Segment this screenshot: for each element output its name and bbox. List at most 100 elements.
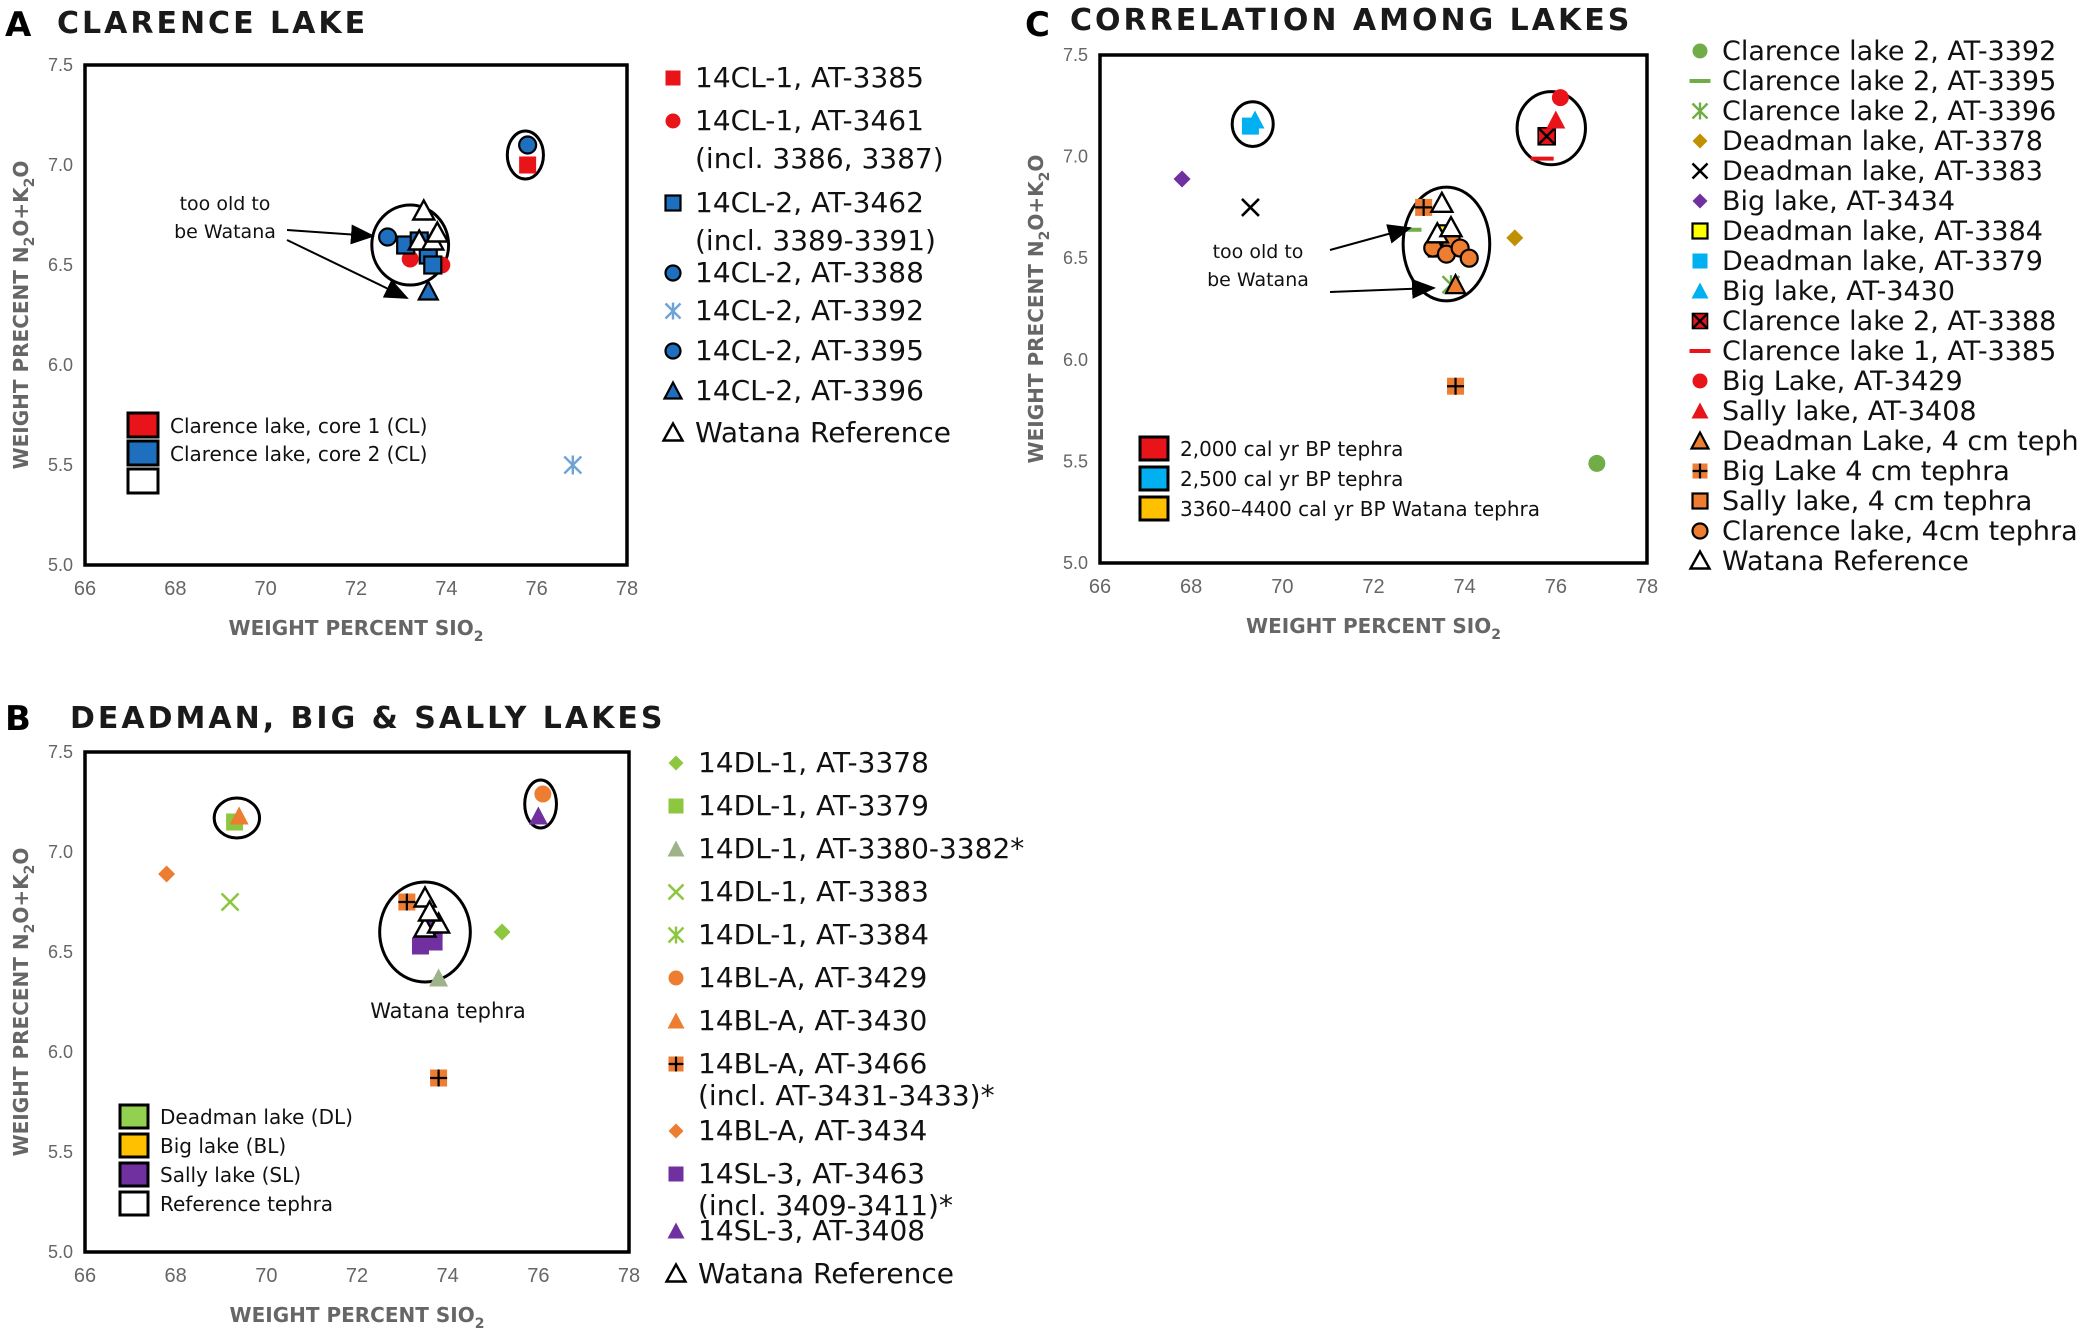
legend-label: 14SL-3, AT-3408 — [698, 1214, 925, 1247]
legend-item: Deadman lake, AT-3378 — [1692, 126, 2043, 157]
x-tick-label: 68 — [165, 1265, 187, 1287]
legend-label: (incl. 3386, 3387) — [695, 142, 944, 175]
annotation-arrow — [286, 224, 375, 245]
legend-item: 14BL-A, AT-3466(incl. AT-3431-3433)* — [668, 1047, 995, 1112]
legend-marker — [661, 421, 685, 442]
legend-marker — [667, 840, 685, 857]
legend-label: Clarence lake 2, AT-3396 — [1722, 96, 2056, 127]
annotation-text: Watana tephra — [370, 999, 526, 1023]
data-point — [378, 227, 398, 247]
annotation-text: be Watana — [1207, 269, 1309, 291]
legend-item: 14DL-1, AT-3383 — [667, 875, 929, 908]
legend-marker — [668, 755, 684, 771]
data-point — [411, 198, 437, 221]
legend-marker — [664, 342, 682, 360]
annotation-text: be Watana — [174, 221, 276, 243]
legend-label: Big Lake, AT-3429 — [1722, 366, 1963, 397]
legend-item: 14CL-2, AT-3388 — [664, 256, 924, 289]
box-legend-label: Clarence lake, core 1 (CL) — [170, 414, 427, 438]
legend-item: 14CL-2, AT-3462 (incl. 3389-3391) — [664, 186, 936, 257]
plot-area — [83, 750, 631, 1254]
legend-item: Deadman lake, AT-3379 — [1692, 246, 2043, 277]
panel-a: A CLARENCE LAKE 66 68 70 72 74 76 78 5.0 5.5 6.0 6.5… — [5, 5, 951, 645]
x-axis-label: WEIGHT PERCENT SIO2 — [230, 1303, 485, 1332]
y-tick-label: 7.5 — [48, 742, 73, 762]
box-legend-swatch — [118, 1161, 150, 1188]
x-tick-label: 74 — [437, 1265, 459, 1287]
legend-label: Deadman lake, AT-3384 — [1722, 216, 2043, 247]
box-legend-label: 2,000 cal yr BP tephra — [1180, 437, 1403, 461]
y-tick-label: 6.5 — [1063, 248, 1088, 268]
data-point — [411, 937, 429, 955]
legend-item: 14SL-3, AT-3408 — [667, 1214, 925, 1247]
box-legend-label: 3360–4400 cal yr BP Watana tephra — [1180, 497, 1540, 521]
box-legend-item: Sally lake (SL) — [118, 1161, 301, 1188]
legend-label: Big lake, AT-3430 — [1722, 276, 1955, 307]
panel-letter: C — [1025, 5, 1050, 45]
data-point — [220, 892, 240, 912]
box-legend-label: Deadman lake (DL) — [160, 1105, 353, 1129]
legend-marker — [668, 1166, 684, 1182]
legend-label: Watana Reference — [695, 416, 951, 449]
data-points — [378, 135, 583, 475]
y-axis-label: WEIGHT PRECENT N2O+K2O — [1024, 155, 1053, 464]
chart-title: CORRELATION AMONG LAKES — [1070, 3, 1632, 38]
box-legend-swatch — [118, 1103, 150, 1130]
legend-label: 14CL-2, AT-3395 — [695, 334, 924, 367]
legend-marker — [1691, 222, 1709, 240]
legend-item: 14SL-3, AT-3463(incl. 3409-3411)* — [668, 1157, 953, 1222]
legend-marker — [1689, 79, 1711, 83]
legend-marker — [662, 380, 684, 400]
legend-label: Clarence lake, 4cm tephra — [1722, 516, 2078, 547]
annotation-arrow — [1329, 278, 1436, 299]
legend-marker — [668, 798, 684, 814]
legend-item: Deadman Lake, 4 cm tephra — [1689, 426, 2079, 457]
panel-letter: A — [5, 5, 32, 45]
legend-label: 14BL-A, AT-3429 — [698, 961, 927, 994]
chart-title: CLARENCE LAKE — [57, 6, 368, 41]
legend-marker — [1692, 193, 1708, 209]
legend-marker — [1691, 162, 1709, 180]
grouping-ellipse — [370, 203, 451, 287]
data-point — [423, 255, 443, 275]
annotation-arrow — [1329, 224, 1412, 251]
legend-marker — [665, 113, 681, 129]
legend-label: 14CL-2, AT-3392 — [695, 294, 924, 327]
y-tick-label: 5.5 — [48, 1142, 73, 1162]
legend-item: Big Lake, AT-3429 — [1692, 366, 1963, 397]
annotation-text: too old to — [1213, 241, 1304, 263]
data-point — [534, 785, 552, 803]
data-point — [1438, 214, 1464, 238]
data-point — [1245, 110, 1265, 129]
y-tick-label: 7.0 — [48, 842, 73, 862]
legend-marker — [667, 883, 685, 901]
panel-b: B DEADMAN, BIG & SALLY LAKES 66 68 70 72 74 76 7… — [5, 699, 1024, 1332]
legend-item: Big Lake 4 cm tephra — [1692, 456, 2010, 487]
legend-label: Deadman Lake, 4 cm tephra — [1722, 426, 2079, 457]
legend-label: 14DL-1, AT-3378 — [698, 746, 929, 779]
legend-marker — [1691, 402, 1709, 419]
legend-item: Sally lake, AT-3408 — [1691, 396, 1977, 427]
grouping-ellipse — [1230, 100, 1275, 148]
data-point — [1546, 110, 1566, 129]
series-legend: 14DL-1, AT-3378 14DL-1, AT-3379 14DL-1, AT… — [664, 746, 1024, 1290]
data-point — [1241, 197, 1260, 217]
legend-item: Watana Reference — [664, 1257, 954, 1290]
y-tick-label: 6.5 — [48, 942, 73, 962]
data-point — [398, 893, 416, 911]
legend-item: 14BL-A, AT-3429 — [668, 961, 927, 994]
data-point — [1537, 126, 1557, 146]
box-legend-swatch — [118, 1190, 150, 1217]
data-point — [563, 455, 583, 475]
legend-label: 14DL-1, AT-3383 — [698, 875, 929, 908]
legend-marker — [668, 970, 684, 986]
legend-label: Deadman lake, AT-3379 — [1722, 246, 2043, 277]
data-points — [158, 785, 552, 1087]
x-tick-label: 68 — [1180, 576, 1202, 598]
data-point — [424, 220, 450, 243]
box-legend-label: 2,500 cal yr BP tephra — [1180, 467, 1403, 491]
data-point — [430, 1069, 448, 1087]
y-axis-label: WEIGHT PRECENT N2O+K2O — [9, 848, 38, 1157]
legend-label: 14BL-A, AT-3430 — [698, 1004, 927, 1037]
